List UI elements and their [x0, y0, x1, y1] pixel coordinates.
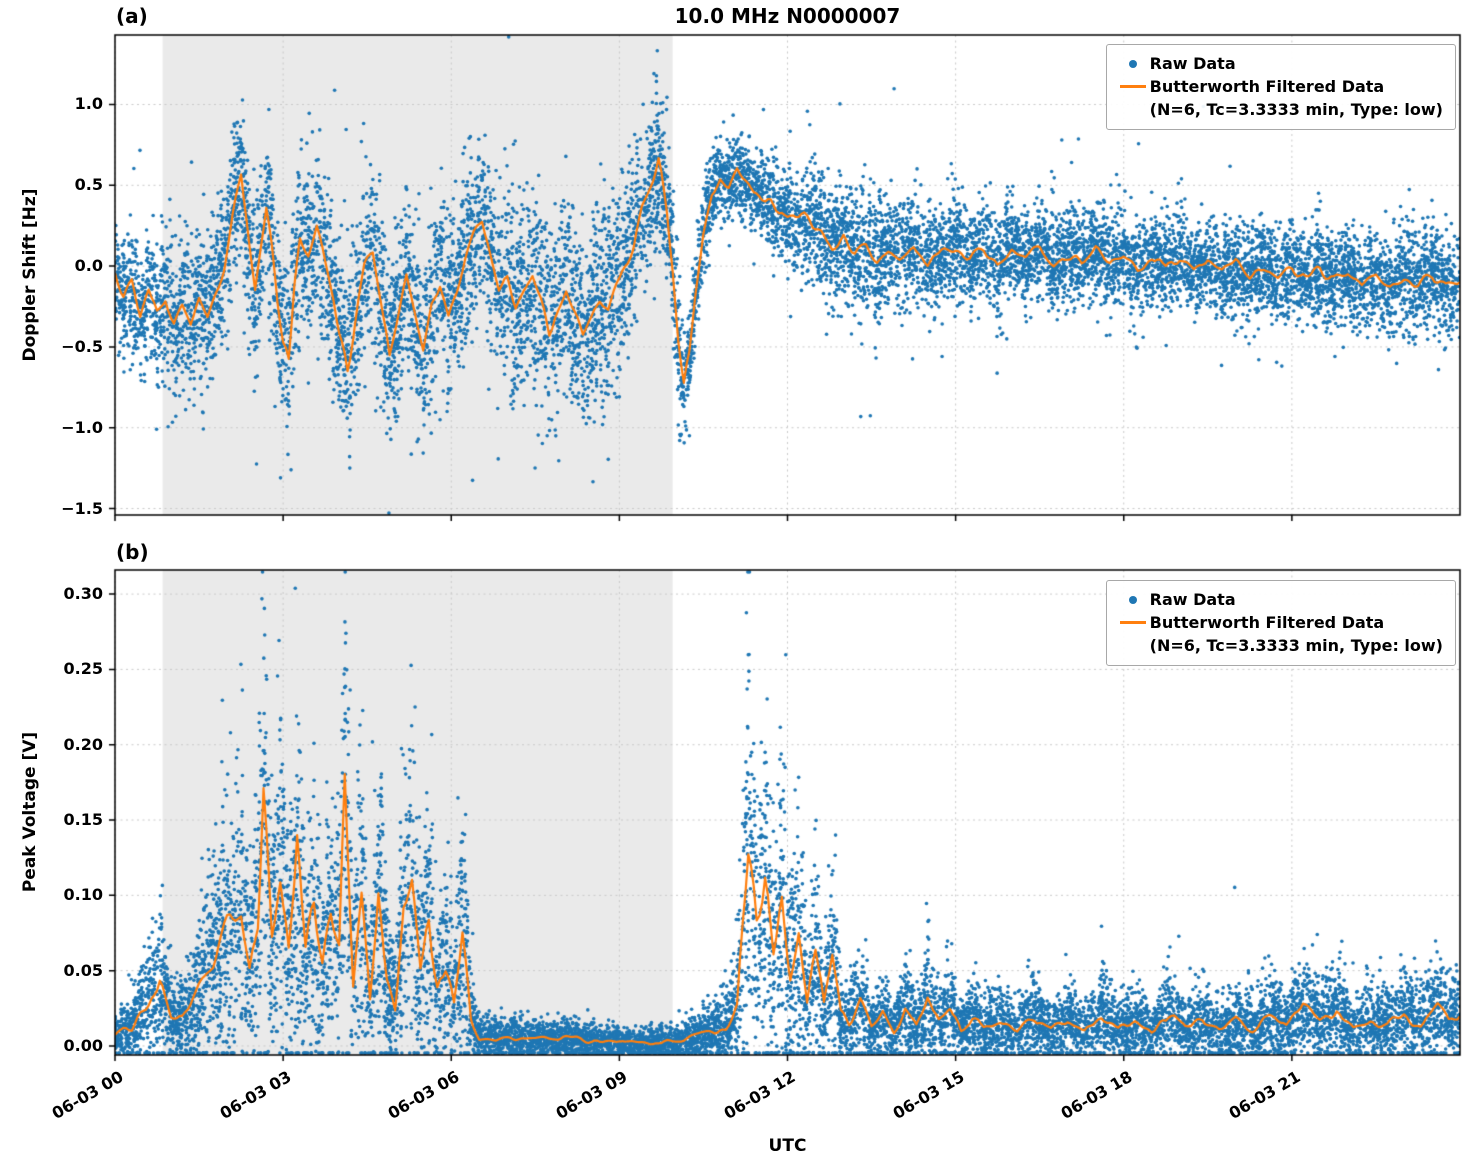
y-tick-label: 0.20: [63, 734, 103, 754]
figure-title: 10.0 MHz N0000007: [674, 4, 901, 28]
legend-filtered-params: (N=6, Tc=3.3333 min, Type: low): [1149, 100, 1443, 120]
y-tick-label: 0.00: [63, 1035, 103, 1055]
y-axis-label-b: Peak Voltage [V]: [20, 731, 40, 893]
y-tick-label: −1.0: [61, 417, 103, 437]
legend-row-raw: Raw Data: [1116, 588, 1443, 611]
y-tick-label: 0.05: [63, 960, 103, 980]
legend-filtered-label: Butterworth Filtered Data: [1149, 613, 1385, 633]
filtered-line-marker-icon: [1116, 85, 1150, 89]
legend-row-filtered-params: (N=6, Tc=3.3333 min, Type: low): [1116, 634, 1443, 657]
y-tick-label: 1.0: [74, 94, 103, 114]
y-tick-label: −0.5: [61, 336, 103, 356]
legend-raw-label: Raw Data: [1149, 54, 1236, 73]
panel-a-label: (a): [116, 4, 148, 28]
y-tick-label: −1.5: [61, 498, 103, 518]
legend-b: Raw Data Butterworth Filtered Data (N=6,…: [1105, 580, 1456, 666]
legend-row-filtered-params: (N=6, Tc=3.3333 min, Type: low): [1116, 98, 1443, 121]
raw-data-marker-icon: [1116, 595, 1150, 604]
y-axis-label-a: Doppler Shift [Hz]: [20, 188, 40, 362]
panel-b-label: (b): [116, 540, 149, 564]
y-tick-label: 0.5: [74, 175, 103, 195]
legend-row-filtered: Butterworth Filtered Data: [1116, 611, 1443, 634]
y-tick-label: 0.25: [63, 659, 103, 679]
legend-a: Raw Data Butterworth Filtered Data (N=6,…: [1105, 44, 1456, 130]
legend-row-filtered: Butterworth Filtered Data: [1116, 75, 1443, 98]
legend-raw-label: Raw Data: [1149, 590, 1236, 609]
x-axis-label: UTC: [768, 1136, 807, 1156]
filtered-line-marker-icon: [1116, 621, 1150, 625]
y-tick-label: 0.0: [74, 256, 103, 276]
legend-filtered-params: (N=6, Tc=3.3333 min, Type: low): [1149, 636, 1443, 656]
legend-filtered-label: Butterworth Filtered Data: [1149, 77, 1385, 97]
y-tick-label: 0.10: [63, 885, 103, 905]
y-tick-label: 0.15: [63, 810, 103, 830]
y-tick-label: 0.30: [63, 584, 103, 604]
raw-data-marker-icon: [1116, 59, 1150, 68]
legend-row-raw: Raw Data: [1116, 52, 1443, 75]
